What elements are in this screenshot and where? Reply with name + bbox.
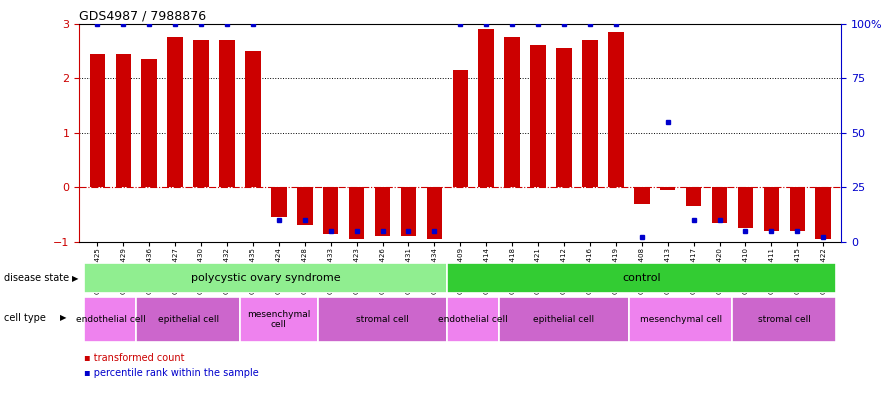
Bar	[732, 297, 836, 342]
Bar	[453, 70, 468, 187]
Bar	[193, 40, 209, 187]
Bar	[137, 297, 240, 342]
Text: mesenchymal
cell: mesenchymal cell	[248, 310, 311, 329]
Bar	[764, 187, 779, 231]
Bar	[426, 187, 442, 239]
Bar	[318, 297, 448, 342]
Bar	[816, 187, 831, 239]
Bar	[219, 40, 235, 187]
Bar	[90, 53, 105, 187]
Bar	[737, 187, 753, 228]
Bar	[660, 187, 676, 190]
Bar	[530, 45, 546, 187]
Text: cell type: cell type	[4, 312, 47, 323]
Bar	[297, 187, 313, 225]
Bar	[85, 263, 448, 293]
Bar	[448, 263, 836, 293]
Bar	[478, 29, 494, 187]
Bar	[629, 297, 732, 342]
Bar	[349, 187, 365, 239]
Bar	[505, 37, 520, 187]
Text: epithelial cell: epithelial cell	[533, 315, 595, 324]
Bar	[240, 297, 318, 342]
Bar	[271, 187, 286, 217]
Text: disease state: disease state	[4, 273, 70, 283]
Text: ▪ percentile rank within the sample: ▪ percentile rank within the sample	[84, 368, 258, 378]
Bar	[245, 51, 261, 187]
Bar	[85, 297, 137, 342]
Bar	[374, 187, 390, 236]
Text: ▪ transformed count: ▪ transformed count	[84, 353, 184, 363]
Bar	[142, 59, 157, 187]
Bar	[789, 187, 805, 231]
Bar	[401, 187, 416, 236]
Bar	[556, 48, 572, 187]
Bar	[115, 53, 131, 187]
Text: control: control	[623, 273, 661, 283]
Text: ▶: ▶	[72, 274, 78, 283]
Bar	[634, 187, 649, 204]
Text: endothelial cell: endothelial cell	[76, 315, 145, 324]
Text: endothelial cell: endothelial cell	[439, 315, 508, 324]
Bar	[500, 297, 629, 342]
Bar	[685, 187, 701, 206]
Text: polycystic ovary syndrome: polycystic ovary syndrome	[191, 273, 341, 283]
Text: epithelial cell: epithelial cell	[158, 315, 218, 324]
Bar	[712, 187, 728, 222]
Text: ▶: ▶	[60, 313, 66, 322]
Bar	[448, 297, 500, 342]
Text: GDS4987 / 7988876: GDS4987 / 7988876	[79, 9, 206, 22]
Text: stromal cell: stromal cell	[356, 315, 409, 324]
Bar	[582, 40, 597, 187]
Bar	[167, 37, 183, 187]
Bar	[323, 187, 338, 233]
Text: stromal cell: stromal cell	[758, 315, 811, 324]
Bar	[608, 32, 624, 187]
Text: mesenchymal cell: mesenchymal cell	[640, 315, 722, 324]
